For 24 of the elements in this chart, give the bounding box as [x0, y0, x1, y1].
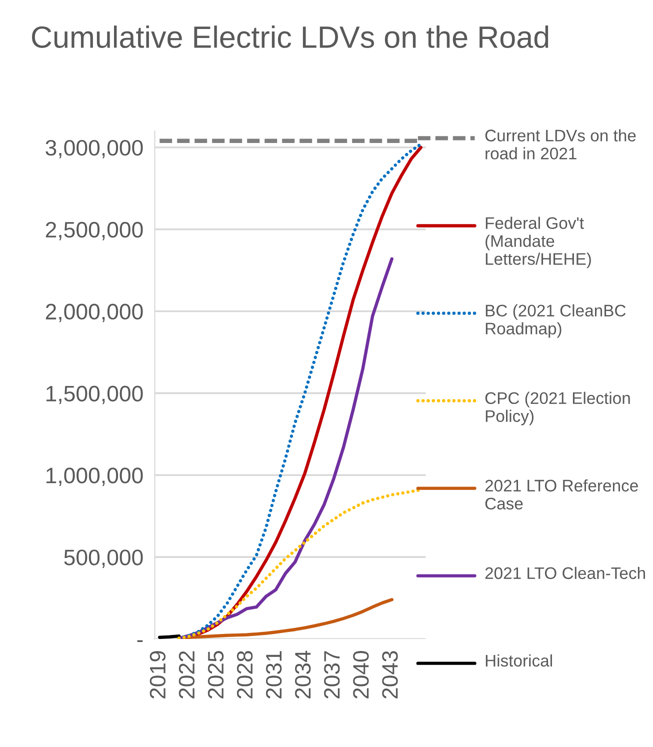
x-tick-label: 2019: [150, 651, 166, 698]
legend-label: 2021 LTO Reference Case: [485, 479, 638, 510]
chart-title: Cumulative Electric LDVs on the Road: [32, 26, 548, 48]
legend-label: Historical: [486, 654, 552, 667]
y-tick-label: 500,000: [64, 550, 143, 568]
legend-label: Federal Gov't (Mandate Letters/HEHE): [486, 216, 591, 268]
y-tick-label: 2,500,000: [46, 222, 143, 240]
x-tick-label: 2028: [236, 651, 253, 698]
x-tick-label: 2025: [208, 651, 224, 698]
x-tick-label: 2031: [266, 651, 282, 698]
x-tick-label: 2037: [324, 651, 340, 698]
x-tick-label: 2040: [353, 650, 369, 698]
legend-label: CPC (2021 Election Policy): [485, 392, 630, 426]
y-tick-label: 2,000,000: [46, 304, 143, 322]
y-tick-label: 1,000,000: [46, 468, 143, 486]
x-tick-label: 2043: [382, 651, 398, 698]
x-tick-label: 2034: [295, 650, 311, 698]
y-tick-label: 1,500,000: [46, 386, 143, 404]
x-tick-label: 2022: [178, 651, 195, 698]
legend-label: Current LDVs on the road in 2021: [485, 129, 636, 160]
legend-label: 2021 LTO Clean-Tech: [485, 566, 645, 580]
legend-label: BC (2021 CleanBC Roadmap): [486, 304, 626, 338]
y-tick-label: -: [137, 640, 143, 642]
y-tick-label: 3,000,000: [46, 140, 143, 158]
